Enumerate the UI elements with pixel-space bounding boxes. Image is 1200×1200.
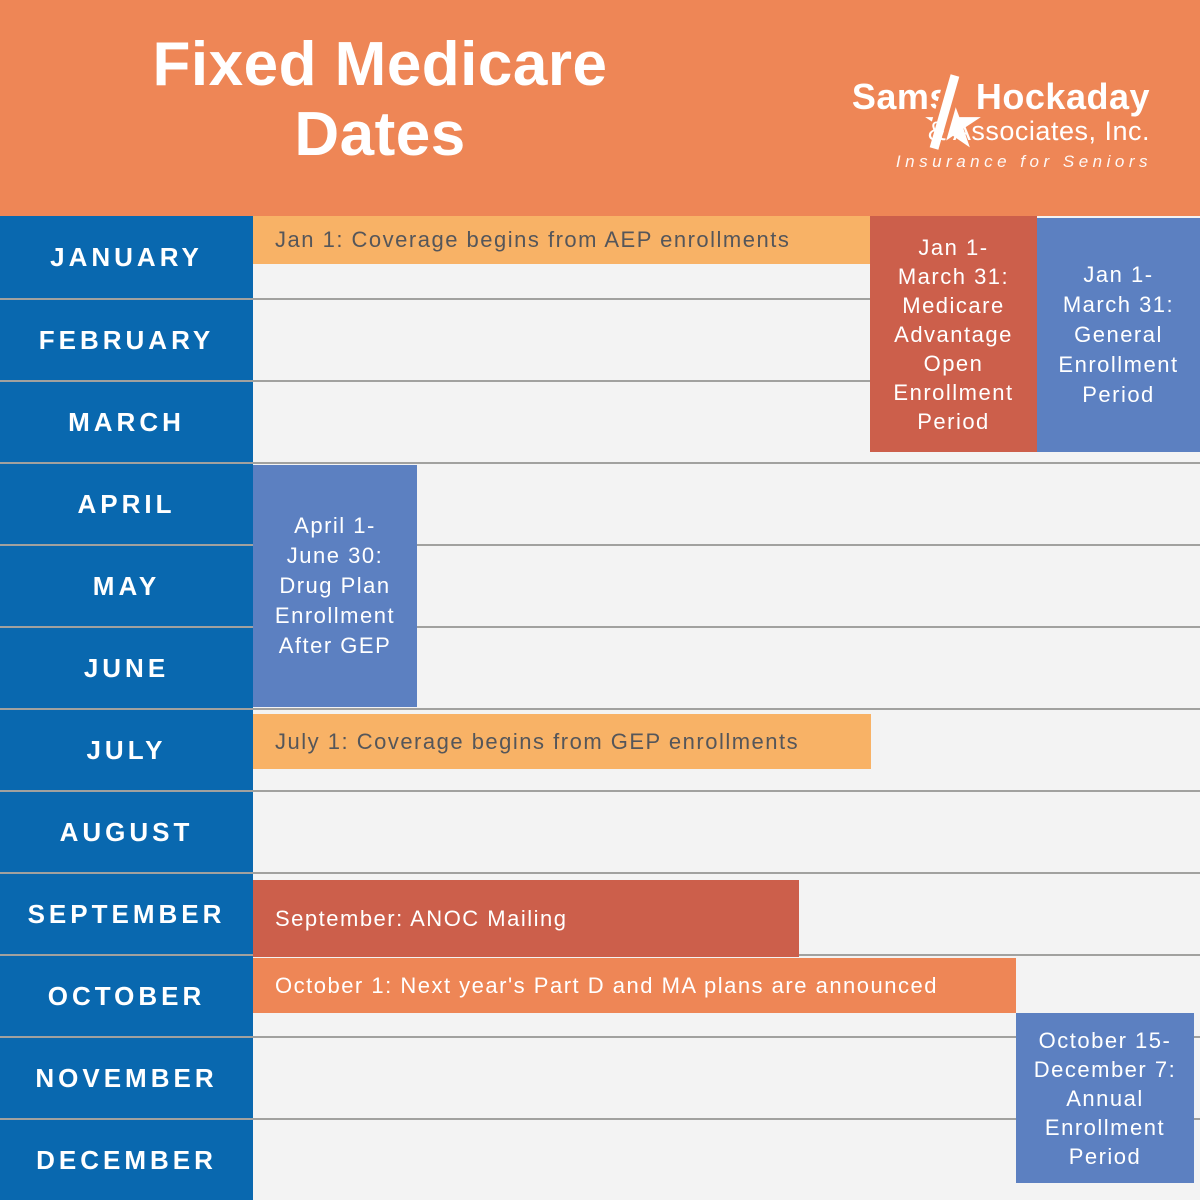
month-track-august [253, 792, 1200, 872]
event-drug-plan-enrollment-block: April 1- June 30: Drug Plan Enrollment A… [253, 465, 417, 707]
month-cell-october: OCTOBER [0, 956, 253, 1036]
logo-name-part1: Sams [851, 76, 950, 117]
month-cell-march: MARCH [0, 382, 253, 462]
month-row-may: MAY [0, 544, 1200, 626]
page-title: Fixed Medicare Dates [152, 30, 608, 169]
month-row-april: APRIL [0, 462, 1200, 544]
event-plan-announcement-bar: October 1: Next year's Part D and MA pla… [253, 958, 1016, 1013]
month-cell-december: DECEMBER [0, 1120, 253, 1200]
calendar-grid: JANUARY FEBRUARY MARCH APRIL MAY JUNE JU… [0, 216, 1200, 1200]
month-cell-august: AUGUST [0, 792, 253, 872]
event-general-enrollment-block: Jan 1- March 31: General Enrollment Peri… [1037, 218, 1200, 452]
month-cell-april: APRIL [0, 464, 253, 544]
month-cell-november: NOVEMBER [0, 1038, 253, 1118]
logo-suffix: & Associates, Inc. [927, 116, 1150, 146]
event-ma-open-enrollment-block: Jan 1- March 31: Medicare Advantage Open… [870, 216, 1037, 452]
event-gep-coverage-bar: July 1: Coverage begins from GEP enrollm… [253, 714, 871, 769]
month-cell-july: JULY [0, 710, 253, 790]
logo-name-part2: Hockaday [975, 76, 1150, 117]
month-cell-may: MAY [0, 546, 253, 626]
month-cell-january: JANUARY [0, 216, 253, 298]
company-logo: Sams Hockaday & Associates, Inc. Insuran… [836, 74, 1156, 172]
event-annual-enrollment-block: October 15- December 7: Annual Enrollmen… [1016, 1013, 1194, 1183]
event-anoc-mailing-bar: September: ANOC Mailing [253, 880, 799, 957]
month-cell-june: JUNE [0, 628, 253, 708]
logo-company-name: Sams Hockaday [830, 76, 1150, 118]
header: Fixed Medicare Dates Sams Hockaday & Ass… [0, 0, 1200, 216]
month-cell-september: SEPTEMBER [0, 874, 253, 954]
logo-tagline: Insurance for Seniors [895, 152, 1152, 171]
event-aep-coverage-bar: Jan 1: Coverage begins from AEP enrollme… [253, 216, 871, 264]
month-row-june: JUNE [0, 626, 1200, 708]
month-row-august: AUGUST [0, 790, 1200, 872]
month-cell-february: FEBRUARY [0, 300, 253, 380]
